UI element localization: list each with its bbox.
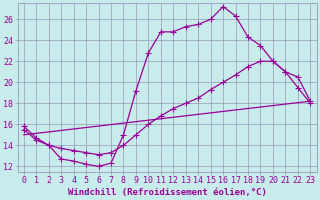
X-axis label: Windchill (Refroidissement éolien,°C): Windchill (Refroidissement éolien,°C) (68, 188, 267, 197)
